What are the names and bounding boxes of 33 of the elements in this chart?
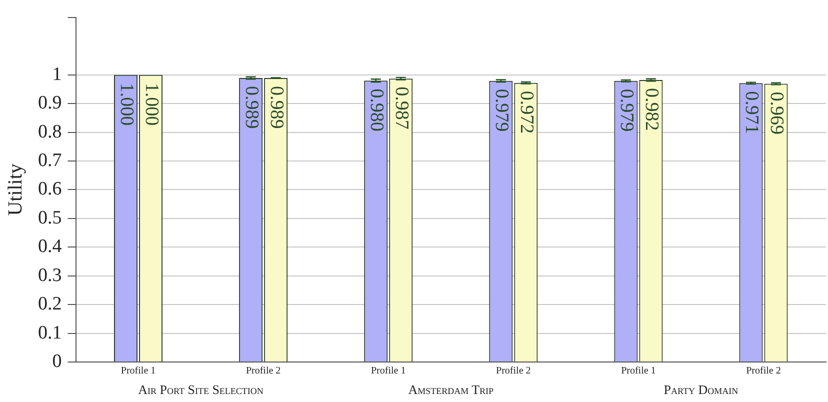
y-tick-label: 0.5 <box>38 207 62 228</box>
data-label: 0.989 <box>240 86 262 129</box>
x-tick-label: Profile 2 <box>496 366 531 377</box>
y-tick-label: 0.9 <box>38 92 62 114</box>
data-label: 0.979 <box>490 88 512 132</box>
y-tick-label: 0.3 <box>38 264 62 286</box>
y-tick-label: 0.8 <box>38 121 62 142</box>
data-label: 0.971 <box>740 91 762 134</box>
data-label: 0.969 <box>766 92 787 134</box>
y-tick-label: 0.2 <box>38 294 62 315</box>
data-label: 0.980 <box>366 88 387 132</box>
y-tick-label: 0.1 <box>38 322 62 344</box>
data-label: 0.972 <box>516 90 537 134</box>
x-tick-label: Profile 1 <box>621 366 656 377</box>
data-label: 0.982 <box>640 88 662 131</box>
y-axis-title: Utility <box>4 164 26 216</box>
x-tick-label: Profile 1 <box>120 366 156 377</box>
y-tick-label: 1 <box>52 64 62 85</box>
y-tick-label: 0 <box>52 350 62 372</box>
x-tick-label: Profile 2 <box>746 366 781 377</box>
data-label: 0.989 <box>266 86 287 129</box>
x-tick-label: Profile 2 <box>246 366 281 377</box>
y-tick-label: 0.6 <box>38 178 62 200</box>
data-label: 0.987 <box>390 86 412 130</box>
y-tick-label: 0.4 <box>38 236 62 258</box>
y-tick-label: 0.7 <box>38 150 62 171</box>
data-label: 1.000 <box>140 82 162 126</box>
data-label: 0.979 <box>616 88 637 132</box>
text: Amsterdam Trip <box>408 382 494 397</box>
text: Air Port Site Selection <box>138 382 264 397</box>
text: Party Domain <box>664 382 739 397</box>
data-label: 1.000 <box>116 82 137 126</box>
x-tick-label: Profile 1 <box>370 366 406 377</box>
